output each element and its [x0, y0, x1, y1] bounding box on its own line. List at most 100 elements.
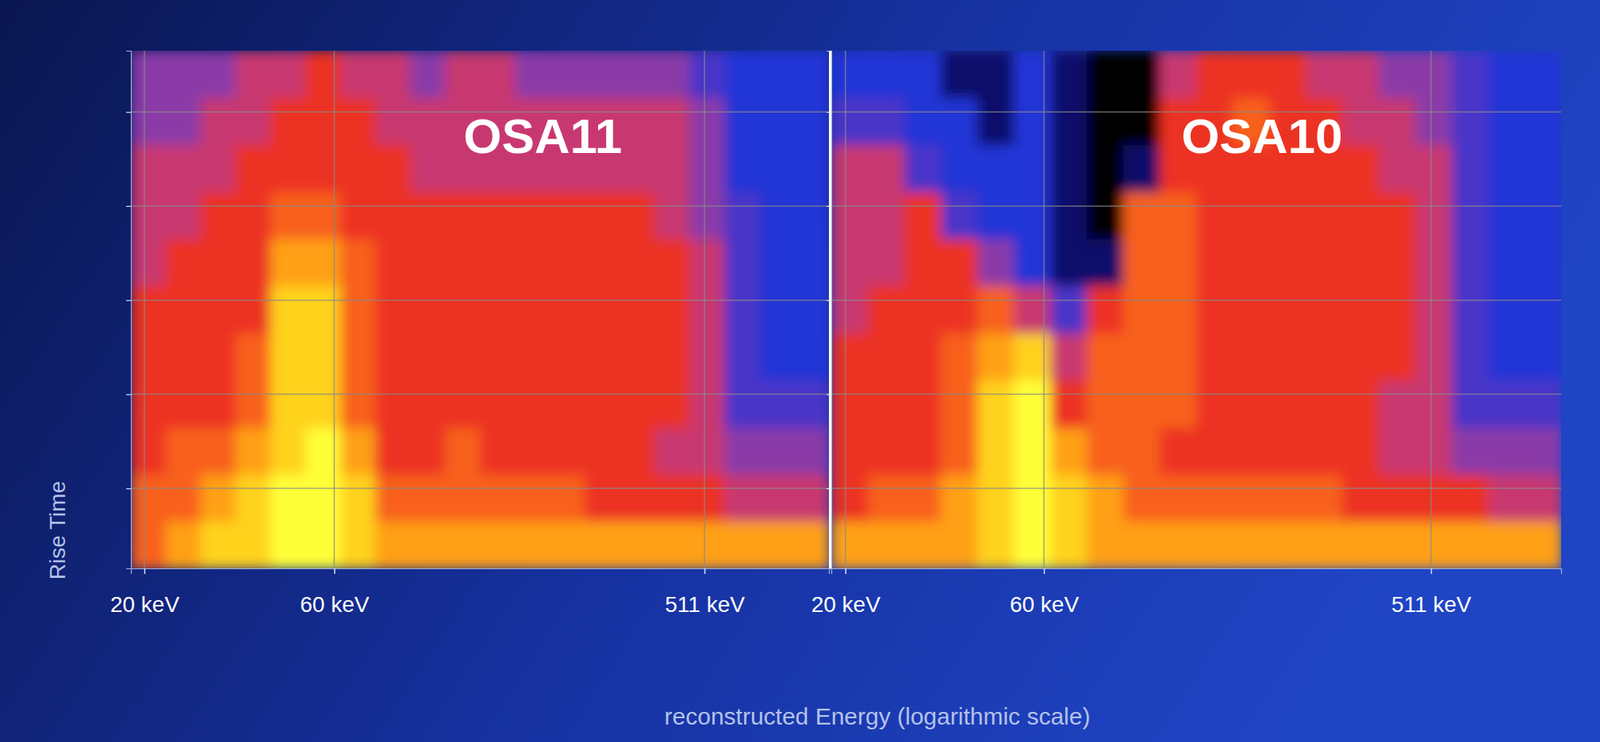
heat-cell	[1269, 380, 1307, 429]
heat-cell	[794, 333, 829, 381]
heat-cell	[654, 427, 691, 476]
heat-cell	[1196, 286, 1234, 334]
heat-cell	[867, 286, 906, 334]
heat-cell	[1305, 191, 1343, 240]
heat-cell	[831, 97, 868, 146]
heat-cell	[831, 145, 868, 193]
heat-cell	[1342, 286, 1380, 334]
heat-cell	[619, 380, 656, 429]
heat-cell	[1232, 427, 1271, 476]
heat-cell	[200, 97, 237, 146]
heat-cell	[1378, 238, 1416, 287]
heat-cell	[270, 474, 307, 522]
heat-cell	[794, 191, 829, 240]
heat-cell	[130, 427, 166, 476]
heat-cell	[200, 286, 237, 334]
heat-cell	[410, 97, 446, 146]
heat-cell	[619, 333, 656, 381]
heat-cell	[654, 333, 691, 381]
heat-cell	[584, 333, 621, 381]
heat-cell	[794, 97, 829, 146]
heat-cell	[759, 145, 795, 193]
grid-line	[703, 50, 706, 569]
heat-cell	[1524, 238, 1562, 287]
heat-cell	[977, 380, 1015, 429]
x-tick-label: 60 keV	[1009, 592, 1079, 618]
heat-cell	[375, 145, 411, 193]
heat-cell	[1305, 50, 1343, 99]
heat-cell	[1524, 521, 1562, 569]
heat-cell	[445, 50, 481, 99]
heat-cell	[584, 191, 621, 240]
heat-cell	[654, 145, 691, 193]
heat-cell	[1123, 238, 1161, 287]
panel-separator	[828, 50, 832, 569]
heat-cell	[514, 474, 551, 522]
grid-line	[831, 487, 1562, 490]
heat-cell	[1342, 521, 1380, 569]
panel-title: OSA11	[463, 108, 622, 164]
heat-cell	[445, 333, 481, 381]
heat-cell	[654, 191, 691, 240]
heat-cell	[1378, 286, 1416, 334]
heat-cell	[867, 238, 906, 287]
heat-cell	[759, 380, 795, 429]
heat-cell	[1342, 97, 1380, 146]
background	[0, 0, 1600, 742]
heat-cell	[867, 427, 906, 476]
heat-cell	[165, 521, 202, 569]
heat-cell	[165, 238, 202, 287]
heat-cell	[794, 50, 829, 99]
heat-cell	[340, 427, 377, 476]
heat-cell	[1159, 474, 1198, 522]
heat-cell	[375, 380, 411, 429]
heat-cell	[305, 521, 342, 569]
heat-cell	[410, 286, 446, 334]
heat-cell	[831, 427, 868, 476]
heat-cell	[1013, 380, 1052, 429]
heat-cell	[1524, 50, 1562, 99]
heat-cell	[1488, 50, 1526, 99]
heat-cell	[375, 97, 411, 146]
heat-cell	[904, 191, 942, 240]
heat-cell	[200, 521, 237, 569]
heat-cell	[340, 286, 377, 334]
heat-cell	[235, 427, 272, 476]
heat-cell	[1305, 474, 1343, 522]
grid-line	[831, 205, 1562, 208]
x-tick-label: 20 keV	[811, 592, 881, 618]
heat-cell	[1342, 50, 1380, 99]
heat-cell	[1050, 238, 1088, 287]
heat-cell	[1451, 333, 1489, 381]
heat-cell	[724, 427, 760, 476]
y-tick-mark	[126, 300, 131, 302]
heat-cell	[1013, 427, 1052, 476]
heat-cell	[904, 97, 942, 146]
heat-cell	[445, 191, 481, 240]
heat-cell	[619, 427, 656, 476]
heat-cell	[549, 286, 586, 334]
heat-cell	[1342, 191, 1380, 240]
heat-cell	[270, 238, 307, 287]
heat-cell	[724, 238, 760, 287]
heat-cell	[130, 286, 166, 334]
heat-cell	[235, 145, 272, 193]
heat-cell	[794, 238, 829, 287]
heat-cell	[904, 145, 942, 193]
heat-cell	[235, 474, 272, 522]
heat-cell	[479, 333, 516, 381]
y-axis	[826, 51, 833, 570]
heat-cell	[1269, 474, 1307, 522]
heat-cell	[1196, 474, 1234, 522]
heat-cell	[235, 521, 272, 569]
heat-cell	[689, 380, 726, 429]
heat-cell	[305, 286, 342, 334]
heat-cell	[375, 191, 411, 240]
heat-cell	[1378, 50, 1416, 99]
heat-cell	[1086, 238, 1125, 287]
heat-cell	[1305, 380, 1343, 429]
heat-cell	[235, 191, 272, 240]
heat-cell	[584, 521, 621, 569]
heat-cell	[724, 380, 760, 429]
heat-cell	[940, 380, 979, 429]
